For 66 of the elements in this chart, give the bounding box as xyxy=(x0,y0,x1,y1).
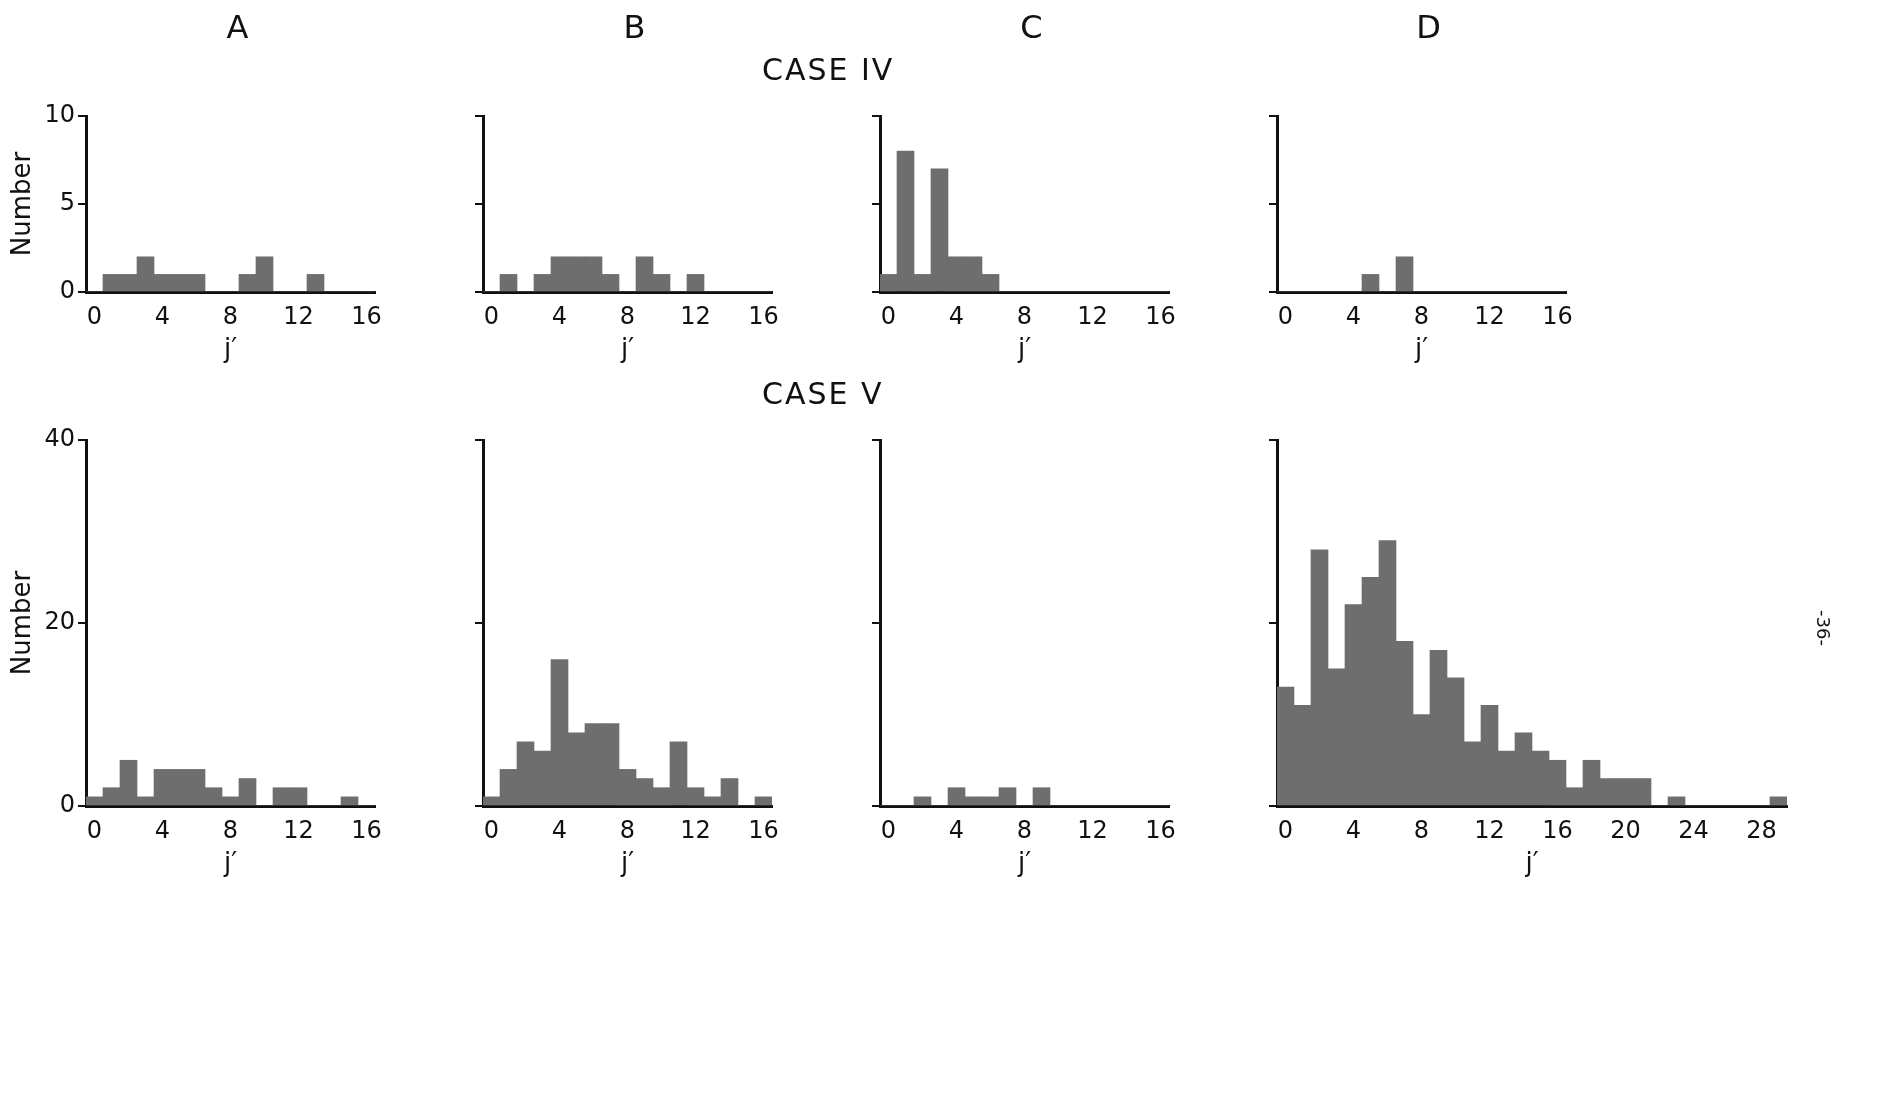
y-tick-label: 0 xyxy=(59,790,75,819)
x-tick-label: 12 xyxy=(1474,815,1505,844)
x-tick-label: 8 xyxy=(222,815,239,844)
y-axis-title: Number xyxy=(6,570,37,676)
x-tick-label: 16 xyxy=(748,815,779,844)
y-tick-label: 5 xyxy=(59,188,75,217)
x-tick-label: 0 xyxy=(1277,815,1294,844)
x-tick-label: 20 xyxy=(1610,815,1641,844)
x-tick-label: 0 xyxy=(86,301,103,330)
x-tick-label: 0 xyxy=(483,301,500,330)
x-tick-label: 8 xyxy=(619,815,636,844)
x-tick-label: 16 xyxy=(1542,815,1573,844)
x-tick-label: 24 xyxy=(1678,815,1709,844)
x-tick-label: 12 xyxy=(283,815,314,844)
x-tick-label: 8 xyxy=(1413,815,1430,844)
x-tick-label: 12 xyxy=(680,301,711,330)
x-tick-label: 16 xyxy=(1145,815,1176,844)
x-axis-title: j′ xyxy=(1016,847,1032,878)
text: -36- xyxy=(1813,610,1834,646)
chart-subtitle: CASE V xyxy=(762,376,885,413)
x-tick-label: 16 xyxy=(351,301,382,330)
x-axis-title: j′ xyxy=(619,847,635,878)
y-axis-title: Number xyxy=(6,151,37,257)
x-tick-label: 16 xyxy=(351,815,382,844)
x-tick-label: 8 xyxy=(1413,301,1430,330)
x-tick-label: 4 xyxy=(551,301,568,330)
x-tick-label: 16 xyxy=(1145,301,1176,330)
x-tick-label: 8 xyxy=(1016,301,1033,330)
x-tick-label: 0 xyxy=(483,815,500,844)
x-axis-title: j′ xyxy=(1524,847,1539,878)
x-tick-label: 0 xyxy=(1277,301,1294,330)
x-tick-label: 4 xyxy=(154,815,171,844)
x-axis-title: j′ xyxy=(619,333,635,364)
x-tick-label: 12 xyxy=(1077,815,1108,844)
x-tick-label: 8 xyxy=(619,301,636,330)
x-tick-label: 16 xyxy=(1542,301,1573,330)
x-tick-label: 12 xyxy=(680,815,711,844)
x-axis-title: j′ xyxy=(1413,333,1429,364)
y-tick-label: 40 xyxy=(44,424,75,453)
x-tick-label: 0 xyxy=(880,301,897,330)
x-tick-label: 4 xyxy=(154,301,171,330)
y-tick-label: 10 xyxy=(44,100,75,129)
x-tick-label: 8 xyxy=(1016,815,1033,844)
x-tick-label: 0 xyxy=(86,815,103,844)
x-tick-label: 12 xyxy=(1077,301,1108,330)
x-tick-label: 0 xyxy=(880,815,897,844)
x-axis-title: j′ xyxy=(222,333,238,364)
x-tick-label: 4 xyxy=(1345,815,1362,844)
x-axis-title: j′ xyxy=(1016,333,1032,364)
chart-title: A xyxy=(225,8,250,48)
chart-subtitle: CASE IV xyxy=(762,52,896,89)
y-tick-label: 0 xyxy=(59,276,75,305)
chart-title: D xyxy=(1415,8,1442,48)
x-tick-label: 4 xyxy=(1345,301,1362,330)
x-tick-label: 8 xyxy=(222,301,239,330)
chart-title: C xyxy=(1019,8,1044,48)
x-tick-label: 4 xyxy=(948,301,965,330)
x-tick-label: 4 xyxy=(551,815,568,844)
x-tick-label: 16 xyxy=(748,301,779,330)
x-tick-label: 4 xyxy=(948,815,965,844)
y-tick-label: 20 xyxy=(44,607,75,636)
x-tick-label: 28 xyxy=(1746,815,1777,844)
x-tick-label: 12 xyxy=(283,301,314,330)
x-axis-title: j′ xyxy=(222,847,238,878)
chart-title: B xyxy=(622,8,647,48)
x-tick-label: 12 xyxy=(1474,301,1505,330)
